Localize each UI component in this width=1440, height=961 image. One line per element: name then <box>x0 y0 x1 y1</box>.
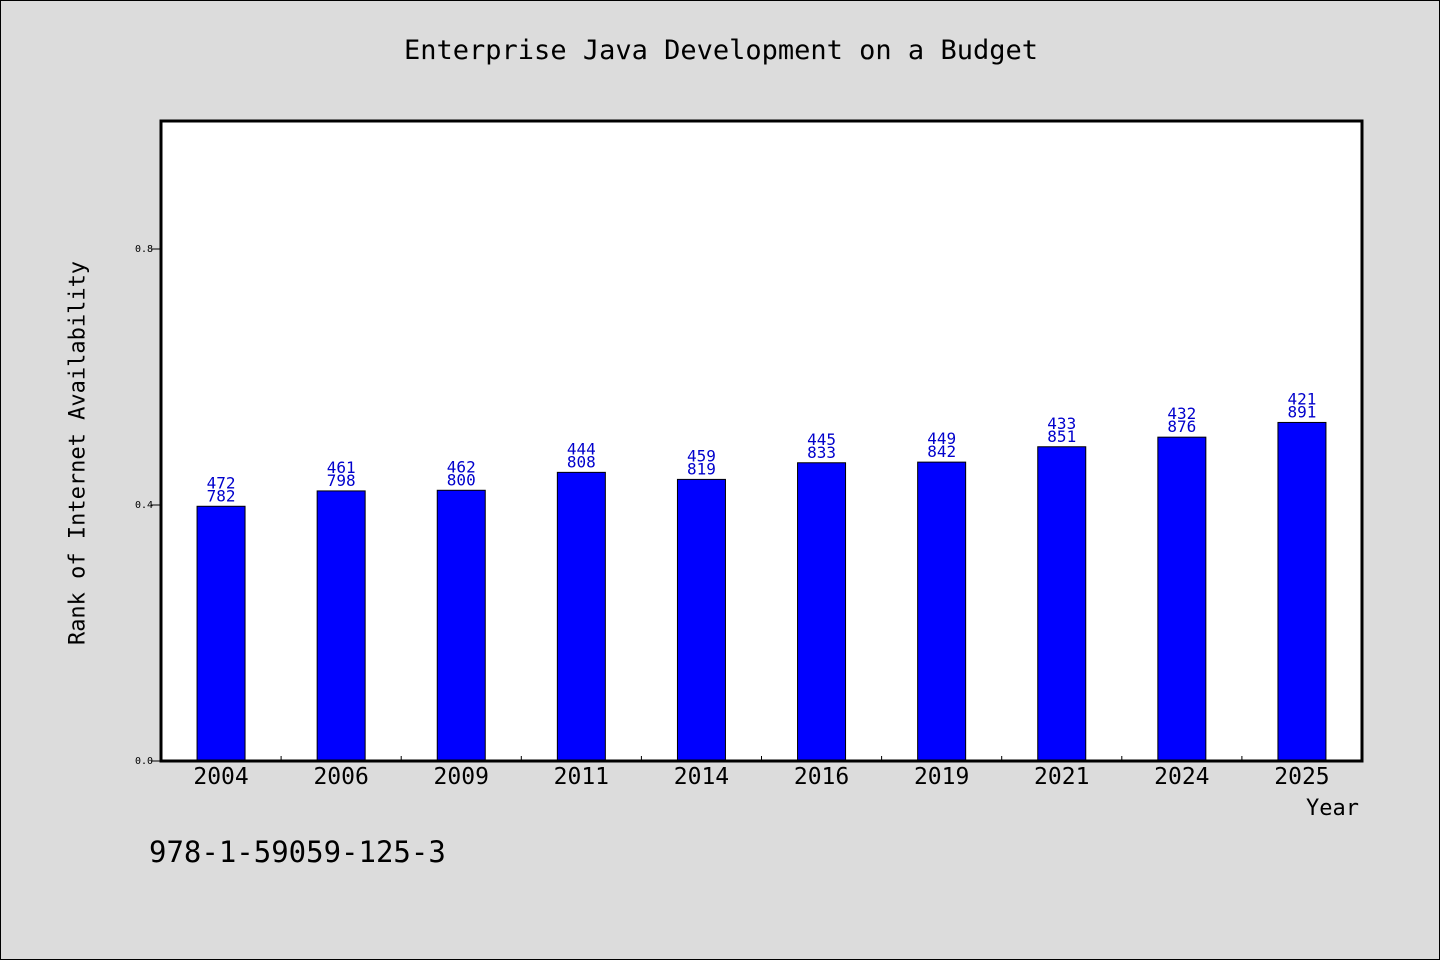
bar-label-bottom-2011: 808 <box>567 452 596 471</box>
bar-label-bottom-2016: 833 <box>807 443 836 462</box>
x-tick-label-2014: 2014 <box>674 764 729 790</box>
y-tick-label-2: 0.8 <box>135 244 153 255</box>
y-tick-label-0: 0.0 <box>135 756 153 767</box>
bar-2016 <box>797 462 847 762</box>
bar-label-top-2014: 459 <box>687 446 716 465</box>
chart-title: Enterprise Java Development on a Budget <box>404 35 1038 66</box>
bar-label-top-2016: 445 <box>807 430 836 449</box>
bar-2019 <box>917 461 967 762</box>
bar-2025 <box>1277 421 1327 762</box>
bar-label-bottom-2009: 800 <box>447 470 476 489</box>
x-tick-label-2006: 2006 <box>313 764 368 790</box>
bar-2014 <box>676 478 726 762</box>
y-tick-label-1: 0.4 <box>135 500 153 511</box>
x-tick-label-2019: 2019 <box>914 764 969 790</box>
bar-label-bottom-2019: 842 <box>927 442 956 461</box>
x-tick-label-2016: 2016 <box>794 764 849 790</box>
plot-border <box>159 119 1364 763</box>
bar-label-top-2011: 444 <box>567 439 596 458</box>
bar-2024 <box>1157 436 1207 762</box>
bar-2004 <box>196 505 246 762</box>
bar-label-bottom-2024: 876 <box>1167 417 1196 436</box>
x-tick-label-2004: 2004 <box>193 764 248 790</box>
bar-label-bottom-2025: 891 <box>1287 402 1316 421</box>
x-tick-label-2011: 2011 <box>554 764 609 790</box>
bar-label-bottom-2006: 798 <box>327 471 356 490</box>
bar-label-top-2025: 421 <box>1287 389 1316 408</box>
bar-label-top-2021: 433 <box>1047 414 1076 433</box>
bar-label-top-2009: 462 <box>447 457 476 476</box>
x-tick-label-2009: 2009 <box>434 764 489 790</box>
x-tick-label-2025: 2025 <box>1274 764 1329 790</box>
bar-2011 <box>556 471 606 762</box>
bar-label-top-2006: 461 <box>327 458 356 477</box>
bar-2006 <box>316 490 366 762</box>
bar-label-top-2024: 432 <box>1167 404 1196 423</box>
bar-label-bottom-2021: 851 <box>1047 427 1076 446</box>
bar-2009 <box>436 489 486 762</box>
x-axis-label: Year <box>1306 796 1359 821</box>
x-tick-label-2024: 2024 <box>1154 764 1209 790</box>
bar-2021 <box>1037 446 1087 762</box>
x-tick-label-2021: 2021 <box>1034 764 1089 790</box>
bar-label-bottom-2014: 819 <box>687 459 716 478</box>
bar-label-top-2019: 449 <box>927 429 956 448</box>
bar-label-top-2004: 472 <box>207 473 236 492</box>
bar-label-bottom-2004: 782 <box>207 486 236 505</box>
isbn-label: 978-1-59059-125-3 <box>149 835 446 869</box>
